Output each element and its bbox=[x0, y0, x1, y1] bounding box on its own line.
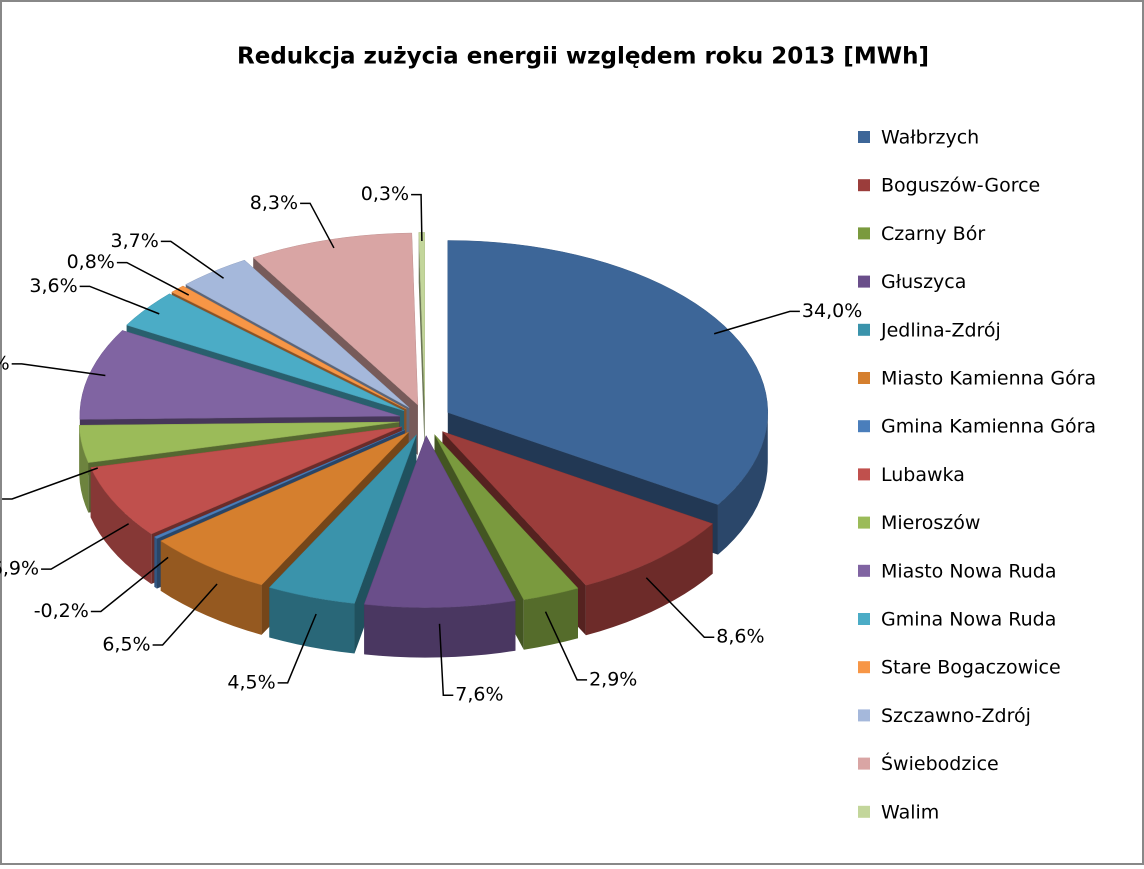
legend-label: Mieroszów bbox=[881, 512, 980, 534]
legend-label: Miasto Nowa Ruda bbox=[881, 560, 1056, 582]
data-label: 6,5% bbox=[102, 634, 150, 656]
legend-swatch bbox=[858, 179, 870, 191]
legend-swatch bbox=[858, 517, 870, 529]
legend-label: Walim bbox=[881, 801, 939, 823]
legend-label: Gmina Kamienna Góra bbox=[881, 416, 1096, 438]
legend-swatch bbox=[858, 613, 870, 625]
legend-label: Czarny Bór bbox=[881, 223, 985, 245]
data-label: 8,6% bbox=[0, 352, 10, 374]
data-label: 2,9% bbox=[589, 668, 637, 690]
legend-label: Lubawka bbox=[881, 464, 965, 486]
chart-title: Redukcja zużycia energii względem roku 2… bbox=[237, 44, 929, 70]
legend-swatch bbox=[858, 131, 870, 143]
legend-label: Wałbrzych bbox=[881, 127, 979, 149]
data-label: 4,5% bbox=[227, 671, 275, 693]
legend-label: Boguszów-Gorce bbox=[881, 175, 1040, 197]
data-label: 7,6% bbox=[455, 684, 503, 706]
legend-swatch bbox=[858, 324, 870, 336]
slice-wall bbox=[154, 537, 157, 589]
legend-swatch bbox=[858, 565, 870, 577]
data-label: 8,3% bbox=[250, 192, 298, 214]
legend-swatch bbox=[858, 420, 870, 432]
data-label: 3,6% bbox=[29, 275, 77, 297]
legend-swatch bbox=[858, 468, 870, 480]
data-label: 6,9% bbox=[0, 558, 39, 580]
data-label: 34,0% bbox=[802, 300, 862, 322]
legend-label: Jedlina-Zdrój bbox=[880, 319, 1001, 341]
legend-label: Szczawno-Zdrój bbox=[881, 705, 1031, 727]
legend-label: Gmina Nowa Ruda bbox=[881, 609, 1056, 631]
legend-swatch bbox=[858, 806, 870, 818]
legend-swatch bbox=[858, 661, 870, 673]
data-label: 0,3% bbox=[361, 183, 409, 205]
data-label: 0,8% bbox=[67, 251, 115, 273]
data-label: -0,2% bbox=[34, 600, 89, 622]
legend-label: Stare Bogaczowice bbox=[881, 657, 1061, 679]
legend-swatch bbox=[858, 709, 870, 721]
legend-swatch bbox=[858, 758, 870, 770]
legend-swatch bbox=[858, 372, 870, 384]
legend-swatch bbox=[858, 227, 870, 239]
data-label: 8,6% bbox=[716, 626, 764, 648]
legend-label: Świebodzice bbox=[881, 751, 999, 775]
legend-label: Miasto Kamienna Góra bbox=[881, 368, 1096, 390]
legend-swatch bbox=[858, 276, 870, 288]
legend-label: Głuszyca bbox=[881, 271, 966, 293]
data-label: 3,7% bbox=[111, 230, 159, 252]
